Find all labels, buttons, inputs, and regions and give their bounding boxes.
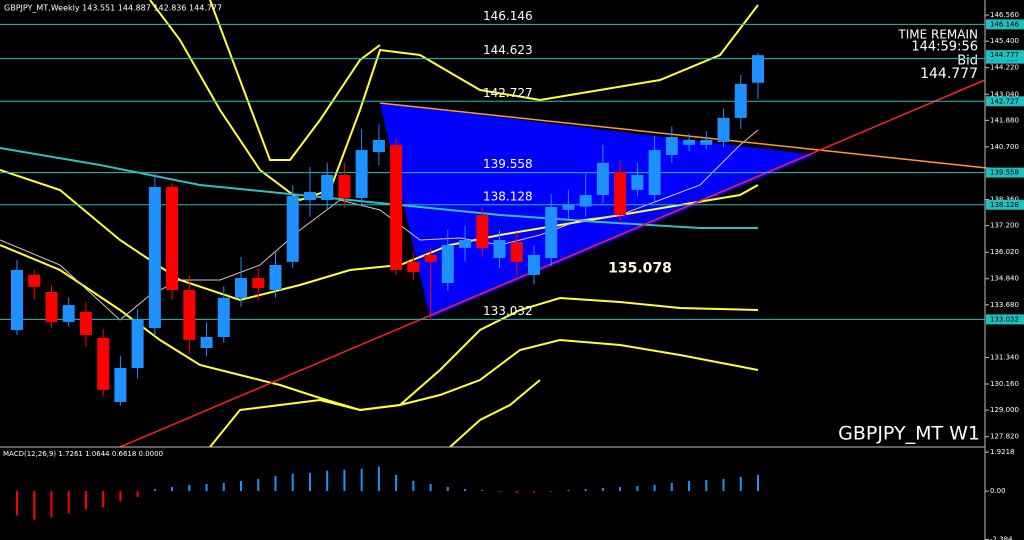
level-axis-label: 146.146 — [990, 20, 1019, 28]
level-label: 142.727 — [483, 86, 533, 100]
envelope-lower — [209, 338, 759, 448]
y-tick-label: 143.040 — [990, 90, 1019, 98]
macd-tick-label: -2.384 — [990, 535, 1013, 540]
annotation: 135.078 — [608, 260, 672, 276]
candle-body — [79, 312, 92, 335]
candle-body — [372, 139, 385, 153]
candle-body — [631, 175, 644, 190]
envelope-upper — [209, 0, 381, 161]
candle-body — [717, 117, 730, 142]
candle-body — [269, 265, 282, 290]
candle-body — [527, 254, 540, 275]
level-axis-label: 138.128 — [990, 201, 1019, 209]
candle-body — [614, 171, 627, 216]
candle-body — [510, 242, 523, 262]
candle-body — [166, 186, 179, 290]
level-axis-box — [986, 19, 1024, 30]
candle-body — [235, 278, 248, 298]
macd-title: MACD(12,26,9) 1.7261 1.0644 0.6618 0.000… — [3, 450, 163, 458]
bid-axis-label: 144.777 — [990, 51, 1019, 59]
y-tick-label: 138.360 — [990, 196, 1019, 204]
symbol-label: GBPJPY_MT W1 — [838, 423, 980, 445]
candle-body — [390, 144, 403, 270]
level-label: 146.146 — [483, 9, 533, 23]
y-tick-label: 129.000 — [990, 406, 1019, 414]
candle-body — [683, 139, 696, 145]
trend-line-upper — [379, 102, 1024, 173]
candle-body — [648, 150, 661, 196]
y-tick-label: 131.340 — [990, 353, 1019, 361]
y-tick-label: 144.220 — [990, 64, 1019, 72]
candle-body — [441, 244, 454, 284]
candle-body — [11, 269, 23, 331]
level-axis-box — [986, 199, 1024, 210]
candle-body — [545, 206, 558, 259]
candle-body — [286, 195, 299, 262]
level-label: 139.558 — [483, 157, 533, 171]
y-tick-label: 127.820 — [990, 433, 1019, 441]
candle-body — [596, 162, 609, 196]
bid-value: 144.777 — [920, 66, 978, 82]
candle-body — [700, 139, 713, 145]
level-axis-label: 133.032 — [990, 315, 1019, 323]
level-axis-label: 139.558 — [990, 169, 1019, 177]
candle-body — [45, 292, 58, 322]
candle-body — [562, 204, 575, 210]
candle-body — [62, 305, 75, 322]
candle-body — [217, 297, 230, 337]
candle-body — [131, 319, 144, 369]
envelope-lower-2 — [449, 379, 541, 448]
candle-body — [114, 368, 127, 403]
candle-body — [148, 186, 161, 328]
level-label: 138.128 — [483, 189, 533, 203]
candle-body — [200, 336, 213, 349]
trend-line-lower — [119, 79, 986, 448]
level-axis-box — [986, 96, 1024, 107]
candle-body — [183, 289, 196, 340]
time-remain: 144:59:56 — [911, 40, 978, 55]
candle-body — [355, 150, 368, 198]
candle-body — [252, 278, 265, 288]
candle-body — [752, 55, 764, 83]
candle-body — [97, 337, 110, 390]
chart-title: GBPJPY_MT,Weekly 143.551 144.887 142.836… — [4, 4, 222, 13]
level-label: 144.623 — [483, 43, 533, 57]
level-label: 133.032 — [483, 304, 533, 318]
candle-body — [303, 191, 316, 200]
indicators — [0, 0, 1024, 448]
level-axis-box — [986, 167, 1024, 178]
candle-body — [321, 175, 334, 200]
candle-body — [338, 175, 351, 198]
macd-tick-label: 1.9218 — [990, 448, 1015, 456]
level-axis-box — [986, 314, 1024, 325]
y-tick-label: 146.560 — [990, 11, 1019, 19]
bid-label: Bid — [957, 54, 978, 69]
y-tick-label: 133.680 — [990, 301, 1019, 309]
y-tick-label: 134.840 — [990, 275, 1019, 283]
y-tick-label: 140.700 — [990, 143, 1019, 151]
y-tick-label: 136.020 — [990, 248, 1019, 256]
y-tick-label: 141.880 — [990, 116, 1019, 124]
candle-body — [493, 240, 506, 259]
candle-body — [407, 261, 420, 272]
candle-body — [28, 274, 41, 287]
candle-body — [424, 254, 437, 262]
macd-tick-label: 0.00 — [990, 487, 1006, 495]
bollinger-upper — [149, 0, 759, 202]
y-tick-label: 145.400 — [990, 37, 1019, 45]
y-tick-label: 137.200 — [990, 222, 1019, 230]
time-remain-label: TIME REMAIN — [897, 28, 978, 42]
candle-body — [579, 195, 592, 207]
level-axis-label: 142.727 — [990, 97, 1019, 105]
candle-body — [459, 240, 472, 248]
y-tick-label: 130.160 — [990, 380, 1019, 388]
triangle-pattern — [380, 103, 815, 318]
candle-body — [734, 83, 747, 118]
candle-body — [476, 215, 489, 248]
candle-body — [665, 137, 678, 155]
bid-axis-box — [986, 50, 1024, 61]
